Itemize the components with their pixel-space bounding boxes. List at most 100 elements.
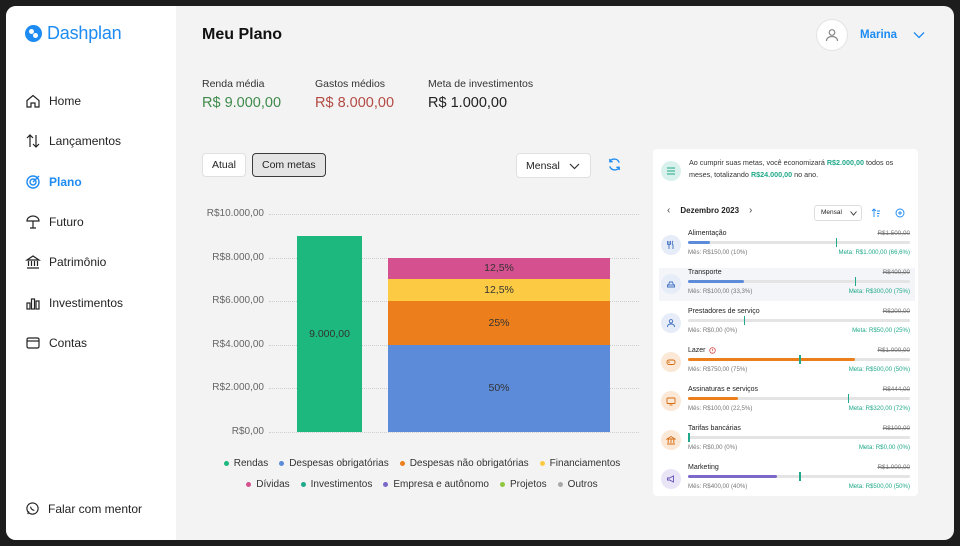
info-post: no ano.: [792, 170, 819, 179]
add-icon[interactable]: [895, 208, 905, 218]
chevron-left-icon[interactable]: ‹: [667, 204, 671, 216]
month-navigator: ‹ Dezembro 2023 ›: [667, 201, 907, 219]
legend-dot: [557, 482, 563, 487]
category-row-lazer[interactable]: Lazer R$1.000,00 Mês: R$750,00 (75%) Meta: …: [659, 346, 915, 379]
legend-label: Financiamentos: [549, 458, 621, 469]
category-progress-track: [688, 472, 910, 481]
legend-item[interactable]: Despesas obrigatórias: [279, 458, 389, 469]
tv-icon: [661, 391, 681, 411]
bar-segment-financiamentos[interactable]: 12,5%: [388, 279, 610, 302]
gridline: [269, 214, 639, 215]
tab-com-metas[interactable]: Com metas: [252, 153, 326, 177]
legend-item[interactable]: Empresa e autônomo: [383, 479, 489, 490]
legend-item[interactable]: Dívidas: [246, 479, 290, 490]
legend-item[interactable]: Financiamentos: [539, 458, 621, 469]
talk-to-mentor-link[interactable]: Falar com mentor: [25, 501, 142, 516]
category-limit: R$1.000,00: [877, 464, 910, 471]
legend-dot: [539, 461, 545, 466]
legend-item[interactable]: Outros: [557, 479, 598, 490]
dashplan-logo-icon: [25, 25, 42, 42]
sidebar-item-plano[interactable]: Plano: [25, 162, 175, 202]
category-name: Alimentação: [688, 230, 727, 237]
category-goal-value: Meta: R$0,00 (0%): [858, 444, 910, 451]
warning-icon: [708, 347, 716, 354]
user-menu[interactable]: Marina: [816, 19, 925, 51]
category-row-transporte[interactable]: Transporte R$400,00 Mês: R$100,00 (33,3%) M…: [659, 268, 915, 301]
category-progress-fill: [688, 280, 744, 283]
category-name-text: Prestadores de serviço: [688, 308, 760, 315]
category-row-prestadores-de-servico[interactable]: Prestadores de serviço R$200,00 Mês: R$0,0…: [659, 307, 915, 340]
bank-icon: [661, 430, 681, 450]
transactions-icon: [26, 134, 40, 149]
sidebar-item-label: Contas: [49, 335, 88, 350]
category-limit: R$400,00: [882, 269, 910, 276]
page-title: Meu Plano: [202, 26, 283, 43]
gridline: [269, 432, 639, 433]
legend-dot: [246, 482, 252, 487]
category-month-value: Mês: R$0,00 (0%): [688, 444, 738, 451]
category-progress-fill: [688, 358, 855, 361]
sort-icon[interactable]: [871, 208, 881, 218]
stat-label: Meta de investimentos: [428, 78, 534, 90]
sidebar-item-home[interactable]: Home: [25, 81, 175, 121]
category-name-text: Alimentação: [688, 230, 727, 237]
category-goal-value: Meta: R$300,00 (75%): [848, 288, 910, 295]
bank-icon: [25, 255, 41, 269]
category-row-marketing[interactable]: Marketing R$1.000,00 Mês: R$400,00 (40%) Me…: [659, 463, 915, 496]
bar-segment-despesas-n-o-obrigat-rias[interactable]: 25%: [388, 301, 610, 345]
category-row-alimentacao[interactable]: Alimentação R$1.500,00 Mês: R$150,00 (10%)…: [659, 229, 915, 262]
chevron-down-icon: [569, 163, 580, 170]
whatsapp-icon: [26, 502, 39, 515]
y-tick-label: R$8.000,00: [212, 251, 264, 263]
category-name-text: Lazer: [688, 347, 706, 354]
y-tick-label: R$2.000,00: [212, 382, 264, 394]
category-limit: R$1.000,00: [877, 347, 910, 354]
legend-item[interactable]: Rendas: [223, 458, 268, 469]
stat-value: R$ 9.000,00: [202, 95, 282, 111]
sidebar-item-futuro[interactable]: Futuro: [25, 202, 175, 242]
period-select[interactable]: Mensal: [516, 153, 591, 178]
bar-data-label: 12,5%: [484, 284, 514, 297]
period-value: Mensal: [526, 159, 560, 172]
sidebar-item-contas[interactable]: Contas: [25, 323, 175, 363]
sidebar-item-label: Patrimônio: [49, 255, 107, 270]
panel-period-select[interactable]: Mensal: [814, 205, 862, 221]
chevron-right-icon[interactable]: ›: [749, 204, 753, 216]
legend-item[interactable]: Despesas não obrigatórias: [399, 458, 529, 469]
sidebar-item-investimentos[interactable]: Investimentos: [25, 282, 175, 322]
category-goal-value: Meta: R$500,00 (50%): [848, 483, 910, 490]
category-row-tarifas-bancarias[interactable]: Tarifas bancárias R$100,00 Mês: R$0,00 (0%…: [659, 424, 915, 457]
beach-umbrella-icon: [26, 215, 40, 229]
legend-item[interactable]: Investimentos: [300, 479, 373, 490]
category-row-assinaturas-e-servicos[interactable]: Assinaturas e serviços R$444,00 Mês: R$100…: [659, 385, 915, 418]
stat-label: Renda média: [202, 78, 265, 90]
bar-data-label: 25%: [488, 316, 510, 329]
legend-row: Rendas Despesas obrigatórias Despesas não …: [202, 453, 642, 474]
sidebar-item-label: Lançamentos: [49, 134, 122, 149]
category-progress-fill: [688, 241, 711, 244]
legend-label: Empresa e autônomo: [393, 479, 489, 490]
user-icon: [825, 29, 839, 42]
y-tick-label: R$10.000,00: [206, 208, 264, 219]
category-name: Prestadores de serviço: [688, 308, 760, 315]
bar-segment-rendas[interactable]: 9.000,00: [297, 235, 362, 432]
info-amount-yearly: R$24.000,00: [750, 170, 793, 179]
goal-marker: [854, 277, 856, 286]
goal-marker: [847, 394, 850, 403]
logo[interactable]: Dashplan: [25, 23, 122, 44]
sidebar-item-label: Investimentos: [49, 295, 124, 310]
sidebar: Dashplan Home Lançamentos Plano Futuro P…: [6, 6, 176, 540]
info-mid: todos os meses, totalizando: [689, 158, 894, 179]
stat-label: Gastos médios: [315, 78, 386, 90]
bar-segment-d-vidas[interactable]: 12,5%: [388, 257, 610, 280]
tab-atual[interactable]: Atual: [202, 153, 246, 177]
y-tick-label: R$0,00: [231, 426, 264, 437]
bar-segment-despesas-obrigat-rias[interactable]: 50%: [388, 344, 610, 432]
sidebar-item-patrimonio[interactable]: Patrimônio: [25, 242, 175, 282]
category-goal-value: Meta: R$50,00 (25%): [852, 327, 910, 334]
refresh-icon[interactable]: [607, 157, 622, 172]
info-pre: Ao cumprir suas metas, você economizará: [689, 158, 827, 167]
sidebar-item-lancamentos[interactable]: Lançamentos: [25, 121, 175, 161]
legend-item[interactable]: Projetos: [499, 479, 547, 490]
legend-label: Investimentos: [310, 479, 373, 490]
